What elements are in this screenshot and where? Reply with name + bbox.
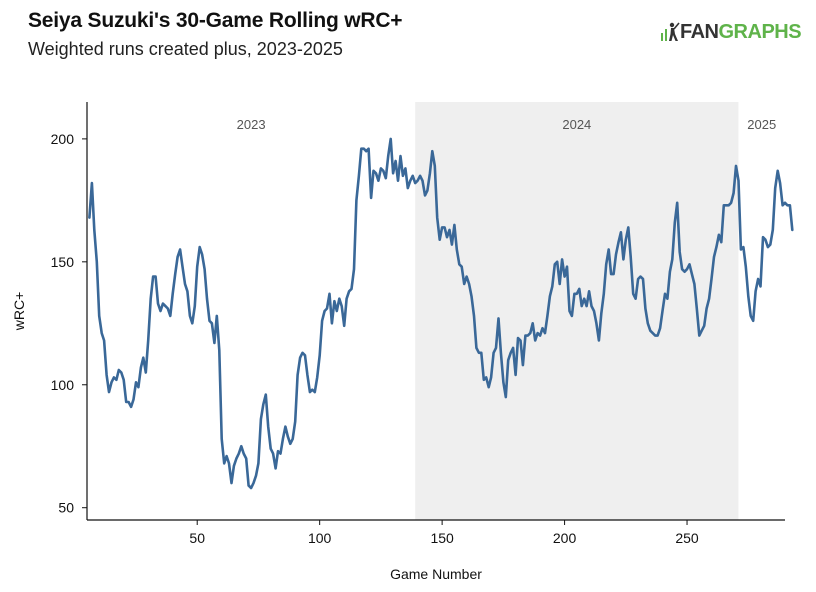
series-line-1 xyxy=(88,137,794,490)
x-tick-label: 200 xyxy=(553,530,577,546)
chart-title: Seiya Suzuki's 30-Game Rolling wRC+ xyxy=(28,9,403,32)
y-tick-label: 100 xyxy=(51,377,75,393)
fangraphs-logo: FANGRAPHS xyxy=(660,20,802,44)
season-label-2024: 2024 xyxy=(562,117,591,132)
y-axis-title: wRC+ xyxy=(11,292,27,332)
x-tick-label: 50 xyxy=(189,530,205,546)
chart-subtitle: Weighted runs created plus, 2023-2025 xyxy=(28,39,343,59)
season-label-2025: 2025 xyxy=(747,117,776,132)
logo-graphs-text: GRAPHS xyxy=(718,20,802,43)
y-tick-label: 200 xyxy=(51,131,75,147)
logo-fan-text: FAN xyxy=(680,20,719,43)
y-tick-label: 150 xyxy=(51,254,75,270)
x-tick-label: 100 xyxy=(308,530,332,546)
y-tick-label: 50 xyxy=(58,500,74,516)
fangraphs-wordmark: FANGRAPHS xyxy=(680,20,802,44)
fangraphs-logo-icon xyxy=(660,21,680,43)
season-label-2023: 2023 xyxy=(237,117,266,132)
x-tick-label: 250 xyxy=(675,530,699,546)
x-tick-label: 150 xyxy=(430,530,454,546)
season-band-2024 xyxy=(415,102,739,520)
x-axis-title: Game Number xyxy=(390,566,482,582)
